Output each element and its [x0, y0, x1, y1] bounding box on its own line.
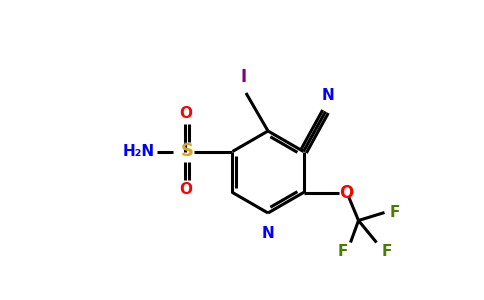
Text: O: O [339, 184, 354, 202]
Text: O: O [179, 106, 192, 121]
Text: H₂N: H₂N [122, 144, 154, 159]
Text: N: N [321, 88, 334, 104]
Text: O: O [179, 182, 192, 197]
Text: F: F [337, 244, 348, 260]
Text: F: F [390, 205, 400, 220]
Text: I: I [241, 68, 247, 86]
Text: N: N [262, 226, 274, 241]
Text: S: S [181, 142, 194, 160]
Text: F: F [381, 244, 392, 260]
